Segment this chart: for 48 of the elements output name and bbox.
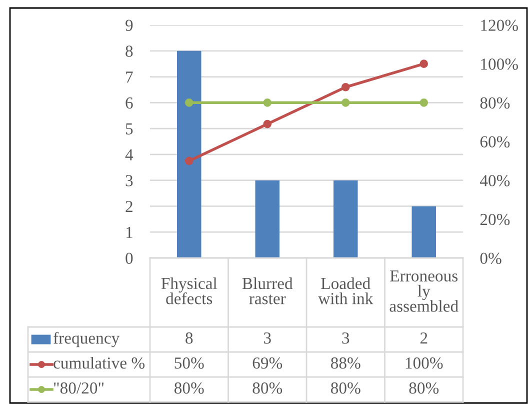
- data-label: 8: [186, 332, 193, 344]
- y-tick-label: 7: [126, 72, 133, 83]
- y-tick-label: 6: [126, 97, 133, 109]
- x-tick-label: Fhysical defects: [161, 277, 218, 304]
- y2-tick-label: 120%: [481, 20, 518, 31]
- y2-tick-label: 80%: [480, 97, 510, 109]
- y-tick-label: 2: [126, 200, 132, 212]
- legend-label: cumulative %: [54, 356, 145, 369]
- point: [341, 82, 350, 92]
- data-label: 80%: [252, 382, 282, 394]
- data-label: 100%: [406, 357, 443, 369]
- legend-label: "80/20": [54, 382, 104, 394]
- data-label: 80%: [330, 382, 360, 394]
- x-tick-label: Loaded with ink: [318, 277, 374, 304]
- x-tick-label: Erroneous ly assembled: [390, 270, 458, 312]
- point: [420, 98, 428, 107]
- data-label: 3: [264, 332, 271, 344]
- y2-tick-label: 0%: [480, 252, 502, 264]
- y2-tick-label: 40%: [480, 175, 510, 186]
- y-tick-label: 3: [126, 175, 133, 186]
- data-label: 80%: [174, 382, 204, 394]
- legend-label: frequency: [54, 332, 120, 348]
- y-tick-label: 8: [126, 46, 133, 57]
- bar: [255, 180, 280, 258]
- y-tick-label: 5: [126, 123, 133, 134]
- bar: [176, 50, 202, 258]
- data-label: 3: [342, 332, 350, 344]
- data-label: 88%: [330, 357, 360, 369]
- point: [184, 98, 194, 107]
- y-tick-label: 9: [126, 20, 133, 31]
- bar: [333, 180, 358, 258]
- data-label: 50%: [174, 357, 204, 369]
- point: [184, 156, 194, 166]
- data-label: 80%: [409, 382, 439, 394]
- data-label: 69%: [252, 357, 282, 369]
- y2-tick-label: 20%: [480, 214, 510, 226]
- bar: [412, 206, 436, 258]
- point: [420, 60, 428, 68]
- data-label: 2: [420, 332, 428, 344]
- y-tick-label: 4: [125, 149, 134, 160]
- y2-tick-label: 100%: [481, 58, 518, 70]
- y2-tick-label: 60%: [480, 136, 510, 148]
- y-tick-label: 0: [126, 252, 133, 264]
- x-tick-label: Blurred raster: [242, 277, 293, 304]
- point: [341, 98, 350, 107]
- point: [263, 98, 272, 107]
- point: [263, 120, 272, 128]
- y-tick-label: 1: [126, 226, 132, 238]
